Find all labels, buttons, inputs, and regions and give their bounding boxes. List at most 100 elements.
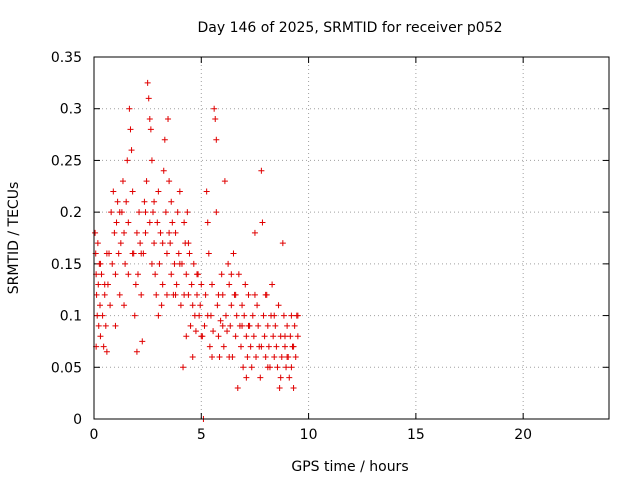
data-point <box>245 322 252 329</box>
data-point <box>288 364 295 371</box>
data-point <box>97 302 104 309</box>
data-point <box>112 271 119 278</box>
data-point <box>174 209 181 216</box>
data-point <box>290 343 297 350</box>
data-point <box>243 333 250 340</box>
data-point <box>168 271 175 278</box>
data-point <box>205 250 212 257</box>
data-point <box>172 291 179 298</box>
plot-frame <box>93 56 610 420</box>
data-point <box>239 322 246 329</box>
data-point <box>176 260 183 267</box>
data-point <box>184 209 191 216</box>
data-point <box>128 147 135 154</box>
data-point <box>258 167 265 174</box>
data-point <box>281 333 288 340</box>
data-point <box>204 219 211 226</box>
data-point <box>169 219 176 226</box>
data-point <box>139 338 146 345</box>
data-point <box>222 312 229 319</box>
data-point <box>151 198 158 205</box>
data-point <box>290 384 297 391</box>
data-point <box>198 281 205 288</box>
data-point <box>245 291 252 298</box>
data-point <box>101 281 108 288</box>
data-point <box>117 240 124 247</box>
y-tick-label: 0 <box>73 412 82 428</box>
data-point <box>152 271 159 278</box>
data-point <box>251 291 258 298</box>
data-point <box>196 312 203 319</box>
data-point <box>116 209 123 216</box>
data-point <box>242 281 249 288</box>
data-point <box>214 302 221 309</box>
data-point <box>163 291 170 298</box>
data-point <box>235 271 242 278</box>
data-point <box>213 209 220 216</box>
data-point <box>186 250 193 257</box>
data-point <box>278 353 285 360</box>
data-point <box>103 250 110 257</box>
data-point <box>279 240 286 247</box>
data-point <box>158 302 165 309</box>
data-point <box>100 343 107 350</box>
data-point <box>121 302 128 309</box>
data-point <box>159 281 166 288</box>
data-point <box>187 322 194 329</box>
data-point <box>260 312 267 319</box>
data-point <box>253 353 260 360</box>
data-point <box>254 302 261 309</box>
data-point <box>121 229 128 236</box>
data-point <box>116 291 123 298</box>
data-point <box>168 198 175 205</box>
data-point <box>232 291 239 298</box>
data-point <box>286 374 293 381</box>
data-point <box>133 229 140 236</box>
chart-title: Day 146 of 2025, SRMTID for receiver p05… <box>197 20 502 36</box>
data-point <box>288 312 295 319</box>
data-point <box>239 302 246 309</box>
data-point <box>249 312 256 319</box>
data-point <box>204 312 211 319</box>
data-point <box>131 312 138 319</box>
data-point <box>161 136 168 143</box>
data-point <box>107 302 114 309</box>
data-point <box>192 328 199 335</box>
data-point <box>157 229 164 236</box>
grid-lines <box>94 57 609 419</box>
data-point <box>171 260 178 267</box>
data-point <box>259 219 266 226</box>
data-point <box>141 198 148 205</box>
data-point <box>155 188 162 195</box>
data-point <box>209 353 216 360</box>
data-point <box>113 219 120 226</box>
data-point <box>280 312 287 319</box>
data-point <box>122 260 129 267</box>
data-point <box>154 219 161 226</box>
data-point <box>125 219 132 226</box>
data-point <box>213 136 220 143</box>
data-point <box>123 198 130 205</box>
x-tick-label: 15 <box>407 427 425 443</box>
data-point <box>136 209 143 216</box>
data-point <box>230 250 237 257</box>
data-point <box>181 219 188 226</box>
data-point <box>155 312 162 319</box>
data-point <box>283 364 290 371</box>
y-tick-label: 0.3 <box>60 102 82 118</box>
y-tick-label: 0.15 <box>51 257 82 273</box>
data-point <box>150 209 157 216</box>
data-point <box>241 312 248 319</box>
data-point <box>225 260 232 267</box>
x-tick-label: 0 <box>90 427 99 443</box>
data-point <box>151 240 158 247</box>
data-point <box>142 209 149 216</box>
data-point <box>274 364 281 371</box>
data-point <box>103 348 110 355</box>
data-point <box>166 178 173 185</box>
data-point <box>189 353 196 360</box>
data-point <box>271 353 278 360</box>
data-point <box>138 291 145 298</box>
data-point <box>275 302 282 309</box>
